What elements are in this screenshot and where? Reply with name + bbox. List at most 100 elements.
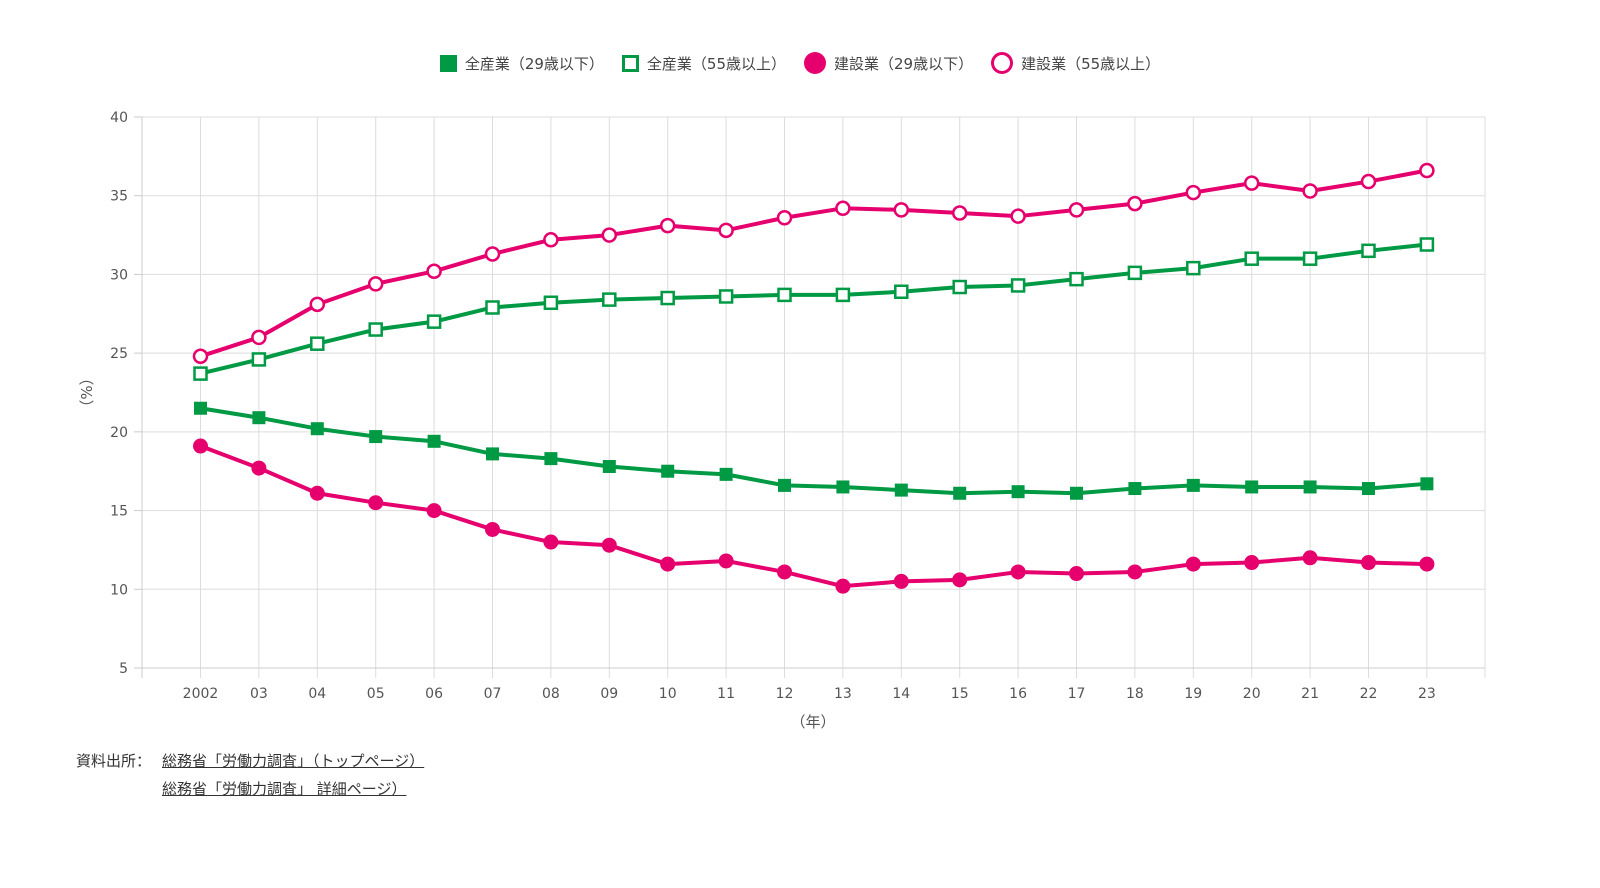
data-point [486, 447, 499, 461]
x-tick-label: 14 [892, 686, 910, 702]
data-point [1010, 278, 1026, 293]
data-point [1069, 271, 1084, 287]
data-point [1302, 183, 1318, 199]
open-circle-icon [991, 52, 1014, 74]
data-point [718, 289, 734, 304]
chart-series [192, 162, 1435, 594]
data-point [367, 276, 384, 292]
source-label: 資料出所： [76, 751, 152, 770]
x-tick-label: 07 [484, 686, 502, 702]
data-point [368, 322, 383, 337]
data-point [543, 295, 559, 311]
data-point [894, 284, 909, 299]
series-line [199, 444, 1427, 589]
data-point [602, 459, 616, 473]
source-citation: 資料出所： 総務省「労働力調査」（トップページ） 総務省「労働力調査」 詳細ペー… [76, 746, 424, 802]
data-point [194, 401, 207, 415]
data-point [835, 287, 851, 303]
data-point [1127, 265, 1143, 281]
data-point [252, 411, 266, 425]
y-tick-label: 40 [110, 110, 128, 126]
data-point [309, 485, 325, 501]
y-tick-label: 15 [110, 504, 128, 520]
y-tick-label: 20 [110, 425, 128, 441]
data-point [1186, 260, 1201, 276]
open-square-icon [621, 54, 639, 72]
data-point [660, 556, 676, 572]
y-tick-label: 30 [110, 267, 128, 283]
data-point [1244, 555, 1260, 571]
data-point [427, 434, 441, 448]
data-point [835, 578, 851, 594]
x-tick-label: 03 [250, 686, 268, 702]
data-point [1302, 251, 1318, 266]
filled-circle-icon [804, 52, 826, 74]
x-tick-label: 12 [776, 686, 794, 702]
data-point [952, 279, 967, 295]
data-point [951, 205, 968, 221]
data-point [1243, 175, 1260, 191]
x-tick-label: 05 [367, 686, 385, 702]
data-point [1361, 243, 1376, 259]
data-point [1244, 251, 1259, 266]
data-point [1302, 550, 1318, 566]
data-point [661, 464, 675, 478]
legend-label: 全産業（55歳以上） [646, 54, 786, 73]
legend-item-construction-over-55[interactable]: 建設業（55歳以上） [991, 52, 1160, 74]
series-line [200, 242, 1428, 376]
data-point [485, 521, 500, 537]
data-point [836, 480, 850, 494]
series-0 [194, 401, 1434, 500]
data-point [778, 478, 791, 492]
data-point [777, 287, 792, 303]
data-point [1011, 485, 1025, 499]
x-tick-label: 21 [1301, 686, 1319, 702]
legend-label: 全産業（29歳以下） [464, 54, 604, 73]
legend-label: 建設業（29歳以下） [834, 54, 974, 73]
x-tick-label: 20 [1243, 686, 1261, 702]
data-point [952, 572, 968, 588]
data-point [1185, 556, 1201, 572]
series-line [200, 406, 1428, 496]
data-point [893, 202, 910, 218]
legend-item-construction-under-29[interactable]: 建設業（29歳以下） [804, 52, 973, 74]
chart-legend: 全産業（29歳以下） 全産業（55歳以上） 建設業（29歳以下） 建設業（55歳… [0, 52, 1600, 74]
data-point [601, 227, 618, 243]
source-link-detail-page[interactable]: 総務省「労働力調査」 詳細ページ） [162, 779, 407, 798]
legend-item-all-industry-under-29[interactable]: 全産業（29歳以下） [439, 53, 604, 74]
data-point [1360, 173, 1377, 190]
data-point [193, 438, 208, 454]
data-point [1361, 555, 1376, 571]
x-tick-label: 19 [1184, 686, 1202, 702]
data-point [659, 217, 676, 234]
x-tick-label: 23 [1418, 686, 1436, 702]
data-point [251, 352, 267, 367]
data-point [602, 292, 617, 307]
data-point [893, 573, 909, 589]
chart-grid [134, 116, 1486, 678]
y-tick-label: 5 [119, 661, 128, 677]
data-point [1127, 195, 1143, 212]
data-point [835, 200, 851, 217]
data-point [776, 210, 793, 226]
data-point [484, 246, 501, 262]
legend-label: 建設業（55歳以上） [1021, 54, 1161, 73]
data-point [426, 503, 442, 519]
data-point [193, 366, 208, 381]
data-point [192, 348, 209, 365]
data-point [1419, 556, 1435, 572]
data-point [310, 422, 324, 436]
data-point [544, 452, 558, 466]
x-tick-label: 10 [659, 686, 677, 702]
x-tick-label: 09 [600, 686, 618, 702]
data-point [543, 232, 559, 248]
legend-item-all-industry-over-55[interactable]: 全産業（55歳以上） [621, 53, 786, 74]
data-point [1068, 202, 1085, 218]
data-point [1010, 208, 1026, 224]
source-link-top-page[interactable]: 総務省「労働力調査」（トップページ） [162, 751, 425, 770]
data-point [1303, 480, 1317, 494]
x-tick-label: 18 [1126, 686, 1144, 702]
x-tick-label: 16 [1009, 686, 1027, 702]
filled-square-icon [439, 54, 457, 72]
